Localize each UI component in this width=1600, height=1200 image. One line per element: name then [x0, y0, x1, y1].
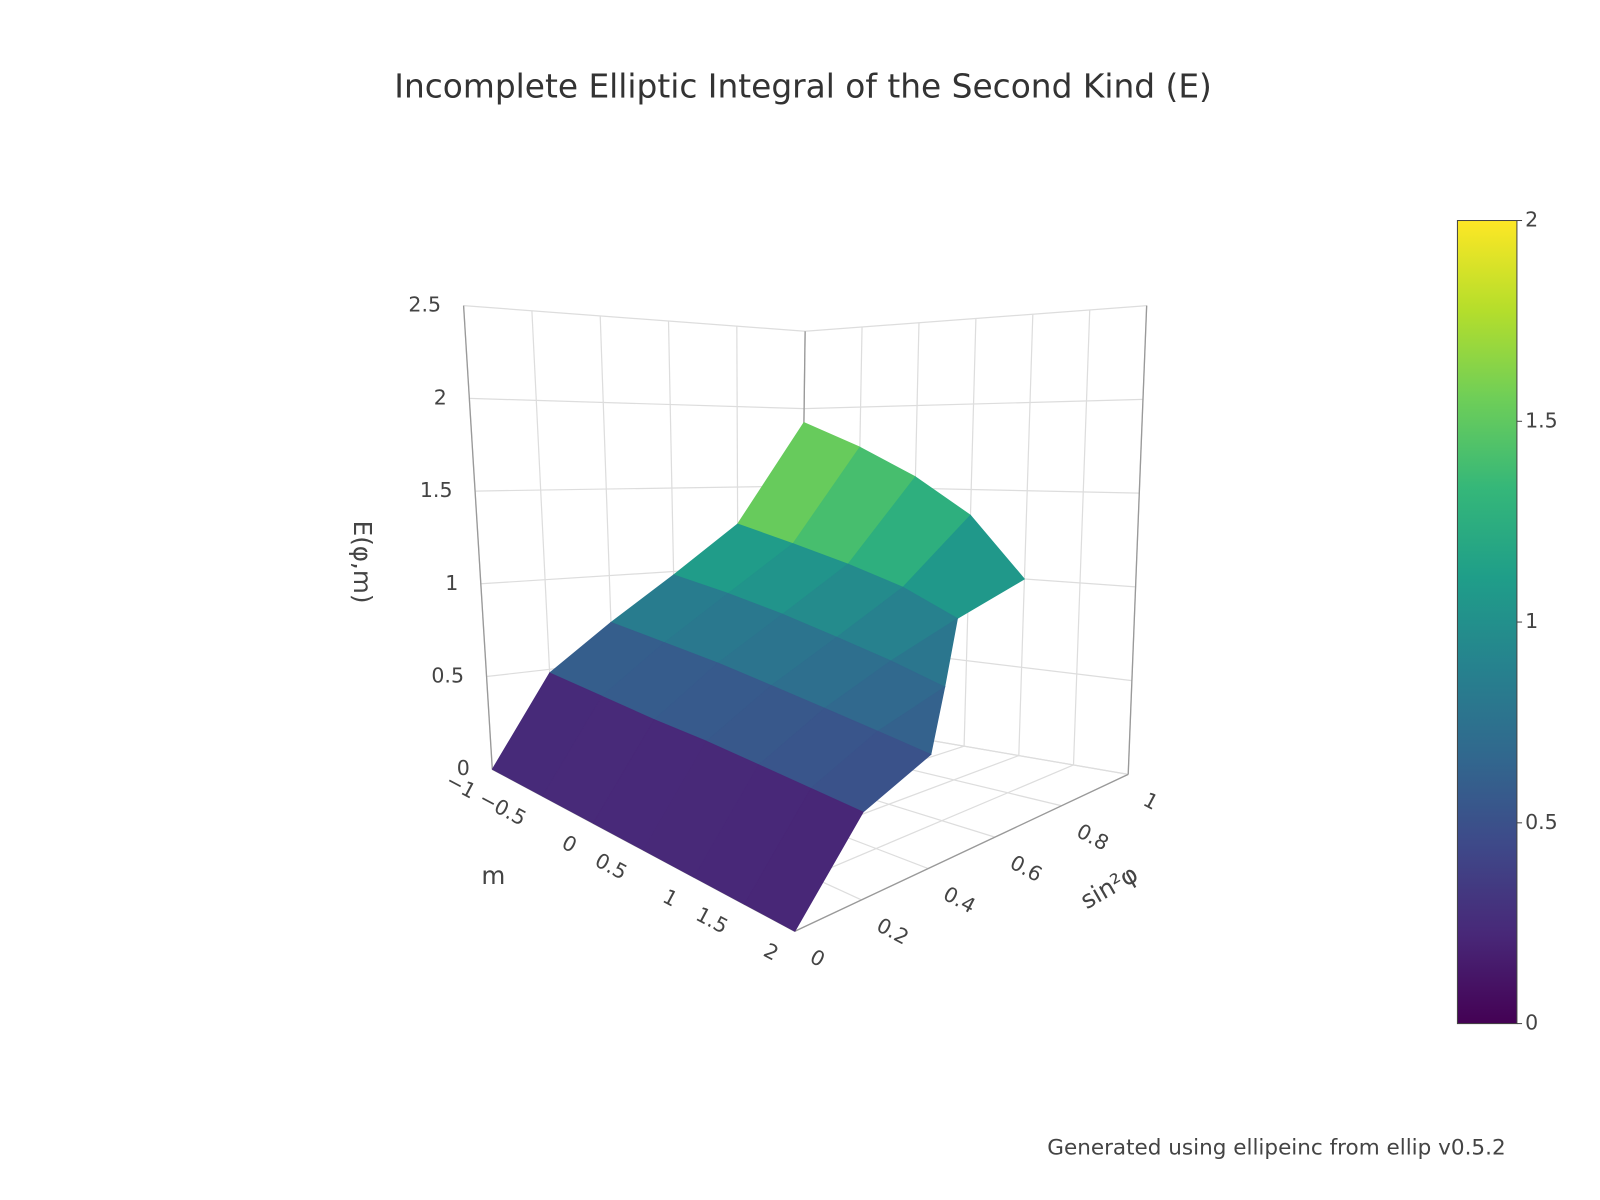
axis-line	[462, 305, 493, 770]
z-tick-label: 1	[445, 571, 458, 595]
y-tick-label: 0.4	[939, 882, 979, 918]
y-tick-label: 0.8	[1073, 819, 1113, 855]
z-tick-label: 0.5	[431, 664, 464, 688]
y-tick-label: 0	[806, 944, 829, 971]
x-tick-label: 2	[760, 938, 783, 965]
y-tick-label: 0.6	[1006, 850, 1046, 886]
x-grid-line	[1018, 314, 1034, 756]
z-axis-title: E(φ,m)	[348, 521, 377, 604]
z-tick-label: 2	[434, 385, 447, 409]
surface-patch	[743, 787, 864, 932]
y-tick-label: 0.2	[873, 913, 913, 949]
z-tick-label: 0	[457, 756, 470, 780]
x-tick-label: 1.5	[692, 902, 732, 938]
x-axis-title: m	[481, 861, 505, 890]
colorbar-tick-label: 1.5	[1525, 408, 1558, 432]
surface	[491, 422, 1026, 932]
axis-line	[794, 773, 1129, 932]
x-tick-label: 0.5	[591, 848, 631, 885]
axis-line	[1127, 305, 1148, 775]
z-tick-label: 1.5	[420, 478, 453, 502]
x-tick-label: 0	[558, 830, 581, 857]
colorbar-tick-label: 2	[1525, 208, 1538, 232]
colorbar	[1456, 220, 1518, 1025]
z-tick-label: 2.5	[408, 293, 441, 317]
x-tick-label: 1	[659, 884, 682, 911]
colorbar-tick-label: 0	[1525, 1011, 1538, 1035]
chart-title: Incomplete Elliptic Integral of the Seco…	[394, 68, 1212, 106]
z-grid-line	[463, 305, 806, 332]
colorbar-tick-label: 0.5	[1525, 810, 1558, 834]
colorbar-tick-label: 1	[1525, 609, 1538, 633]
y-axis-title: sin²φ	[1075, 859, 1143, 915]
x-grid-line	[1072, 309, 1091, 765]
z-grid-line	[469, 397, 805, 410]
x-tick-label: −1	[442, 768, 480, 803]
annotation: Generated using ellipeinc from ellip v0.…	[1047, 1136, 1505, 1161]
x-tick-label: −0.5	[475, 786, 530, 831]
y-tick-label: 1	[1139, 787, 1162, 814]
z-grid-line	[475, 485, 804, 492]
